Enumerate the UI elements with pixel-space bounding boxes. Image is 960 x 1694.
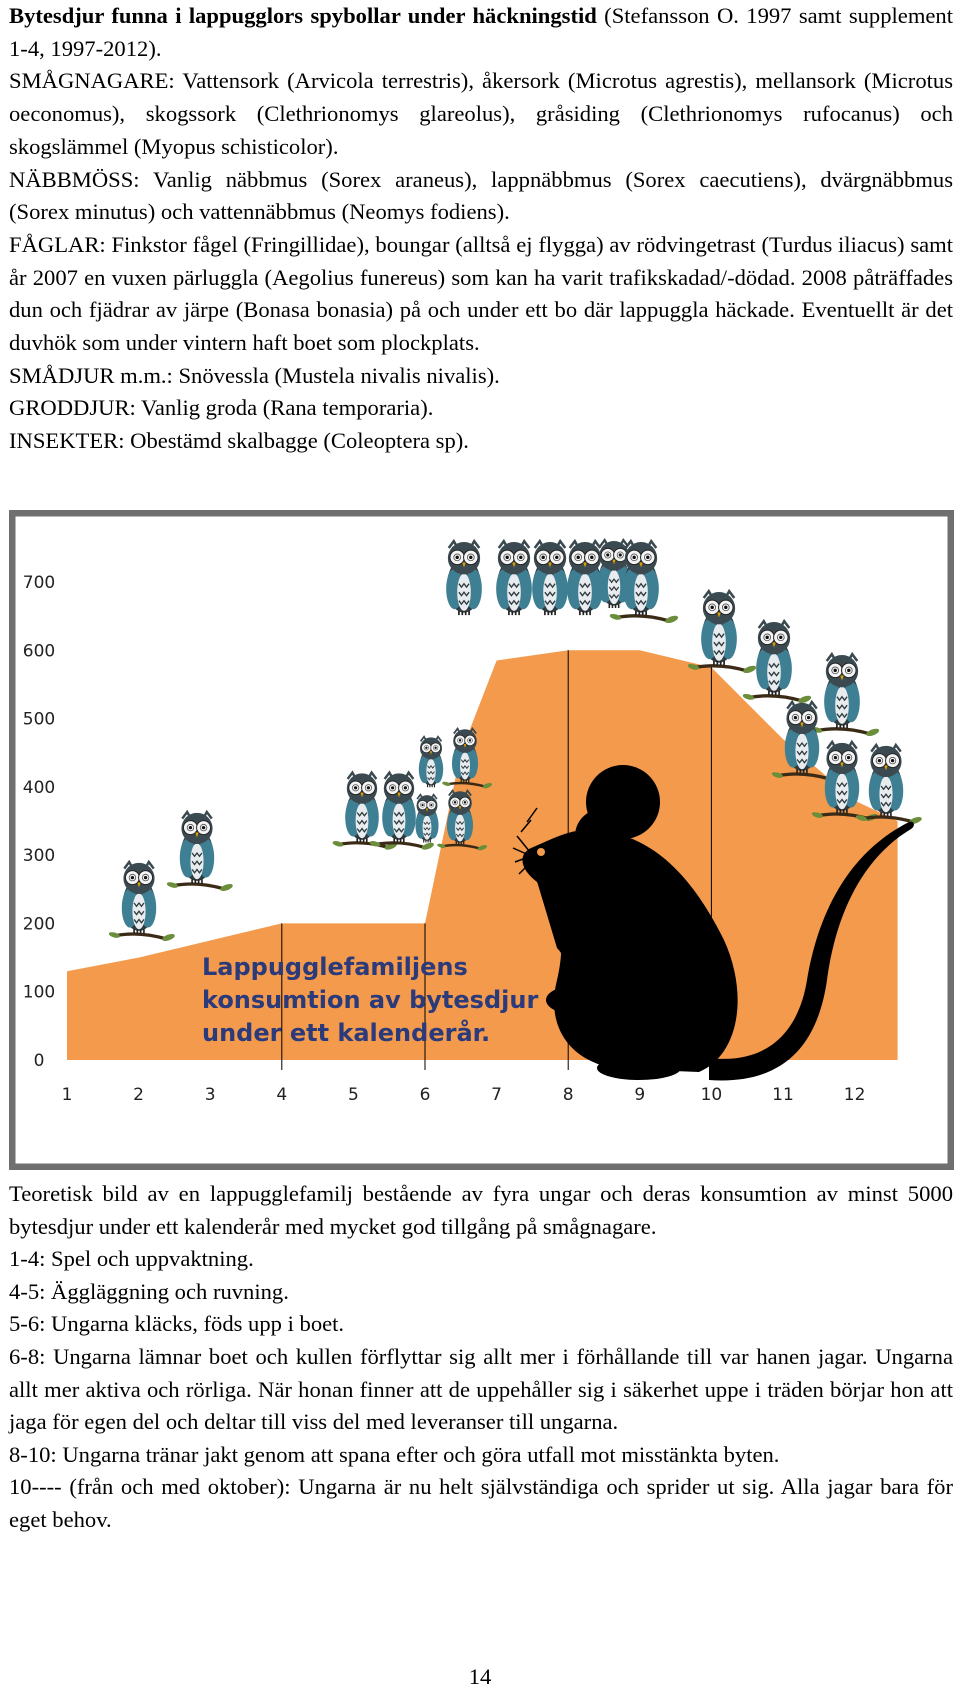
owl-icon <box>414 793 440 844</box>
mouse-silhouette <box>512 765 914 1081</box>
x-tick-label: 5 <box>348 1085 359 1105</box>
chart-title-line-2: konsumtion av bytesdjur <box>202 986 538 1014</box>
owl-icon <box>417 735 445 789</box>
y-tick-label: 700 <box>23 573 55 593</box>
owl-icon <box>565 539 605 617</box>
rodents-paragraph: SMÅGNAGARE: Vattensork (Arvicola terrest… <box>9 68 953 159</box>
y-tick-label: 100 <box>23 983 55 1003</box>
birds-paragraph: FÅGLAR: Finkstor fågel (Fringillidae), b… <box>9 231 953 356</box>
caption-period-5-6: 5-6: Ungarna kläcks, föds upp i boet. <box>9 1311 345 1337</box>
y-tick-label: 300 <box>23 846 55 866</box>
y-tick-label: 400 <box>23 778 55 798</box>
owl-icon <box>530 539 570 617</box>
page-number: 14 <box>468 1664 492 1689</box>
y-tick-label: 0 <box>34 1051 45 1071</box>
caption-intro: Teoretisk bild av en lappugglefamilj bes… <box>9 1181 953 1239</box>
owl-icon <box>494 539 534 617</box>
x-tick-label: 8 <box>563 1085 574 1105</box>
x-tick-label: 7 <box>491 1085 502 1105</box>
caption-period-6-8: 6-8: Ungarna lämnar boet och kullen förf… <box>9 1343 953 1435</box>
chart-title: Lappugglefamiljens konsumtion av bytesdj… <box>202 953 538 1047</box>
y-tick-label: 600 <box>23 641 55 661</box>
x-tick-label: 12 <box>844 1085 866 1105</box>
x-tick-label: 3 <box>205 1085 216 1105</box>
chart-title-line-1: Lappugglefamiljens <box>202 953 468 981</box>
x-tick-label: 9 <box>634 1085 645 1105</box>
caption-period-8-10: 8-10: Ungarna tränar jakt genom att span… <box>9 1441 780 1467</box>
shrews-paragraph: NÄBBMÖSS: Vanlig näbbmus (Sorex araneus)… <box>9 166 953 225</box>
prey-heading-paragraph: Bytesdjur funna i lappugglors spybollar … <box>9 0 953 65</box>
x-tick-label: 6 <box>420 1085 431 1105</box>
consumption-chart-figure: 0 100 200 300 400 500 600 700 1 2 3 4 5 6 7 8 9 10 11 12 <box>8 509 955 1171</box>
figure-caption: Teoretisk bild av en lappugglefamilj bes… <box>9 1178 953 1537</box>
small-animals-paragraph: SMÅDJUR m.m.: Snövessla (Mustela nivalis… <box>9 362 500 388</box>
caption-period-10: 10---- (från och med oktober): Ungarna ä… <box>9 1474 953 1532</box>
prey-heading: Bytesdjur funna i lappugglors spybollar … <box>9 3 597 28</box>
y-tick-label: 200 <box>23 914 55 934</box>
prey-list-text: Bytesdjur funna i lappugglors spybollar … <box>9 0 953 458</box>
chart-title-line-3: under ett kalenderår. <box>202 1018 490 1047</box>
amphibians-paragraph: GRODDJUR: Vanlig groda (Rana temporaria)… <box>9 395 434 421</box>
y-tick-label: 500 <box>23 710 55 730</box>
insects-paragraph: INSEKTER: Obestämd skalbagge (Coleoptera… <box>9 428 469 454</box>
x-tick-label: 2 <box>133 1085 144 1105</box>
x-tick-label: 1 <box>62 1085 73 1105</box>
x-tick-label: 4 <box>276 1085 287 1105</box>
x-tick-label: 11 <box>772 1085 794 1105</box>
caption-period-4-5: 4-5: Äggläggning och ruvning. <box>9 1278 289 1304</box>
owl-icon <box>444 539 484 617</box>
x-tick-label: 10 <box>701 1085 723 1105</box>
caption-period-1-4: 1-4: Spel och uppvaktning. <box>9 1246 254 1272</box>
prey-heading-source: (Stefansson O. 1997 samt supplement 1-4,… <box>9 3 954 61</box>
y-axis-ticks: 0 100 200 300 400 500 600 700 <box>23 573 55 1071</box>
x-axis-ticks: 1 2 3 4 5 6 7 8 9 10 11 12 <box>62 1085 866 1105</box>
